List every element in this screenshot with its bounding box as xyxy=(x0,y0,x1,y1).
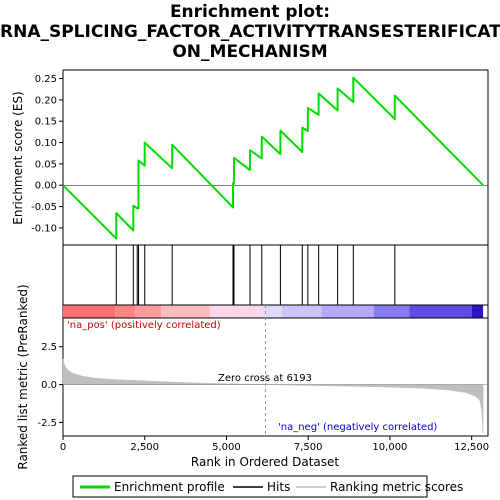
color-band-8 xyxy=(373,305,410,318)
color-band-4 xyxy=(210,305,263,318)
color-band-9 xyxy=(409,305,472,318)
enrichment-profile-line xyxy=(62,76,484,240)
es-tick-label-1: 0.20 xyxy=(35,95,57,106)
legend-hits-label: Hits xyxy=(267,480,290,494)
x-tick-label-4: 10,000 xyxy=(372,442,407,453)
color-band-5 xyxy=(262,305,283,318)
title-line-1: Enrichment plot: xyxy=(169,2,331,22)
color-band-3 xyxy=(161,305,211,318)
es-tick-label-4: 0.05 xyxy=(35,159,57,170)
es-panel xyxy=(62,69,489,246)
chart-title: Enrichment plot: RNA_SPLICING_FACTOR_ACT… xyxy=(0,2,500,62)
es-tick-label-2: 0.15 xyxy=(35,117,57,128)
hit-markers xyxy=(115,245,396,305)
es-tick-label-5: 0.00 xyxy=(35,181,57,192)
color-band-0 xyxy=(63,305,116,318)
ranking-metric-area xyxy=(62,358,488,433)
pos-label: 'na_pos' (positively correlated) xyxy=(67,320,221,331)
color-band-7 xyxy=(321,305,374,318)
metric-tick-label-2: -2.5 xyxy=(37,418,57,429)
es-line xyxy=(62,76,484,240)
title-line-3: ON_MECHANISM xyxy=(172,42,328,62)
title-line-2: RNA_SPLICING_FACTOR_ACTIVITYTRANSESTERIF… xyxy=(0,22,500,42)
x-tick-label-3: 7,500 xyxy=(294,442,323,453)
metric-tick-label-1: 0.0 xyxy=(41,380,57,391)
x-tick-label-2: 5,000 xyxy=(212,442,241,453)
x-tick-label-5: 12,500 xyxy=(454,442,489,453)
axis-ticks: 0.250.200.150.100.050.00-0.05-0.102.50.0… xyxy=(31,74,489,453)
es-axis-label: Enrichment score (ES) xyxy=(11,91,25,224)
x-axis-label: Rank in Ordered Dataset xyxy=(191,455,339,469)
legend-enrichment-label: Enrichment profile xyxy=(114,480,225,494)
x-tick-label-0: 0 xyxy=(60,442,66,453)
es-tick-label-7: -0.10 xyxy=(31,223,57,234)
zero-cross-label: Zero cross at 6193 xyxy=(218,373,312,384)
hits-panel xyxy=(62,244,489,306)
es-tick-label-0: 0.25 xyxy=(35,74,57,85)
rank-color-bar xyxy=(63,305,484,318)
color-band-6 xyxy=(282,305,322,318)
color-band-2 xyxy=(134,305,162,318)
color-band-10 xyxy=(471,305,484,318)
color-band-1 xyxy=(115,305,135,318)
legend-metric-label: Ranking metric scores xyxy=(330,480,463,494)
metric-area xyxy=(62,358,484,433)
x-tick-label-1: 2,500 xyxy=(130,442,159,453)
es-tick-label-6: -0.05 xyxy=(31,202,57,213)
metric-tick-label-0: 2.5 xyxy=(41,342,57,353)
metric-axis-label: Ranked list metric (PreRanked) xyxy=(16,284,30,469)
neg-label: 'na_neg' (negatively correlated) xyxy=(278,422,437,433)
es-tick-label-3: 0.10 xyxy=(35,138,57,149)
